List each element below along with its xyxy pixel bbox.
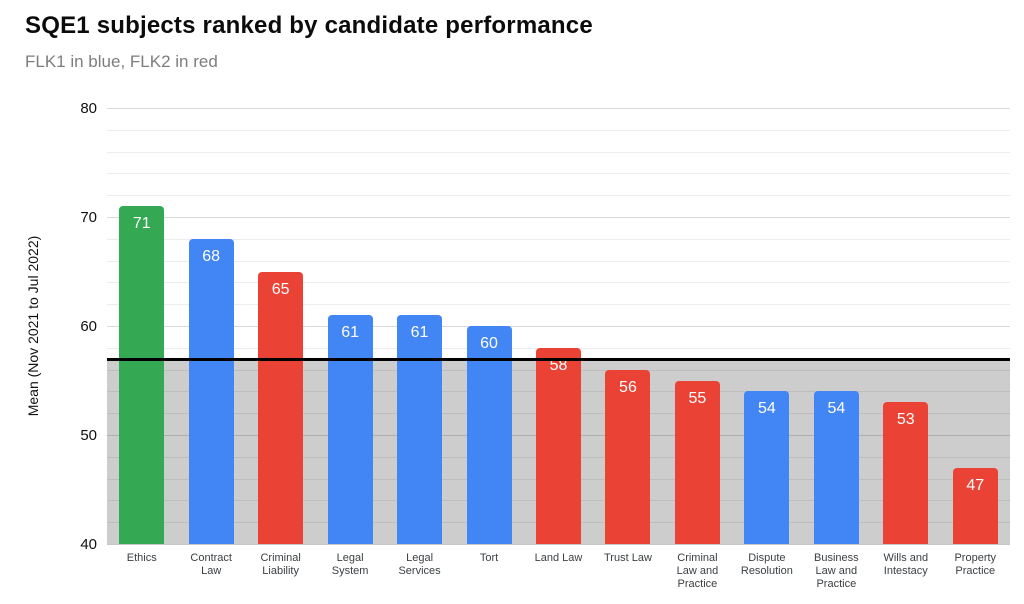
bar-ethics: 71: [119, 206, 165, 544]
x-category-label: Contract Law: [190, 552, 232, 577]
major-gridline: [107, 217, 1010, 218]
y-tick-label: 80: [80, 100, 97, 117]
bar-wills-and-intestacy: 53: [883, 402, 929, 544]
reference-line: [107, 357, 1010, 361]
bar-value-label: 61: [410, 324, 429, 342]
bar-legal-system: 61: [327, 315, 373, 544]
bar-value-label: 71: [132, 215, 151, 233]
bar-value-label: 56: [619, 378, 637, 396]
x-category-label: Dispute Resolution: [740, 552, 793, 577]
x-category-label: Tort: [479, 552, 499, 564]
major-gridline: [107, 326, 1010, 327]
x-category-label: Ethics: [126, 552, 157, 564]
major-gridline: [107, 108, 1010, 109]
x-category-label: Wills and Intestacy: [883, 552, 929, 577]
minor-gridline: [107, 173, 1010, 174]
x-category-label: Business Law and Practice: [814, 552, 859, 590]
bar-dispute-resolution: 54: [744, 391, 790, 544]
chart-subtitle: FLK1 in blue, FLK2 in red: [25, 52, 218, 71]
minor-gridline: [107, 130, 1010, 131]
bar-contract-law: 68: [188, 238, 234, 544]
bar-land-law: 58: [536, 347, 581, 544]
bar-business-law-and-practice: 54: [813, 391, 859, 544]
bar-property-practice: 47: [952, 467, 998, 544]
minor-gridline: [107, 195, 1010, 196]
plot-area: 71 68 65 61 61 60 58 56 55 54 54 53 47: [107, 108, 1010, 545]
y-tick-label: 50: [80, 427, 97, 444]
y-tick-label: 60: [80, 318, 97, 335]
bar-legal-services: 61: [397, 315, 443, 544]
y-tick-label: 40: [80, 536, 97, 553]
bar-trust-law: 56: [605, 369, 651, 544]
bar-tort: 60: [466, 326, 512, 544]
bar-criminal-law-and-practice: 55: [674, 380, 720, 544]
x-category-label: Legal Services: [398, 552, 441, 577]
bar-value-label: 55: [688, 389, 707, 407]
bar-value-label: 68: [202, 247, 221, 265]
bar-value-label: 65: [271, 280, 290, 298]
minor-gridline: [107, 152, 1010, 153]
x-category-label: Criminal Liability: [260, 552, 301, 577]
x-category-label: Legal System: [331, 552, 369, 577]
bar-value-label: 58: [549, 356, 568, 374]
bar-value-label: 53: [896, 411, 915, 429]
y-axis-title: Mean (Nov 2021 to Jul 2022): [25, 235, 41, 417]
minor-gridline: [107, 261, 1010, 262]
bar-value-label: 61: [341, 324, 359, 342]
bar-value-label: 47: [966, 476, 985, 494]
minor-gridline: [107, 239, 1010, 240]
x-category-label: Trust Law: [604, 552, 652, 564]
x-category-label: Property Practice: [954, 552, 997, 577]
bar-value-label: 54: [827, 400, 846, 418]
chart-title: SQE1 subjects ranked by candidate perfor…: [25, 12, 593, 39]
bar-value-label: 60: [480, 335, 498, 352]
bar-value-label: 54: [757, 400, 776, 418]
x-category-label: Land Law: [534, 552, 583, 564]
minor-gridline: [107, 282, 1010, 283]
y-tick-label: 70: [80, 209, 97, 226]
x-category-label: Criminal Law and Practice: [676, 552, 719, 590]
bar-criminal-liability: 65: [258, 271, 304, 544]
minor-gridline: [107, 304, 1010, 305]
